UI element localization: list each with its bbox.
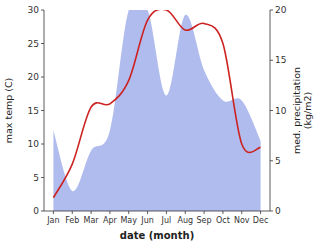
x-tick-label: Oct — [216, 216, 230, 225]
x-tick-label: Apr — [103, 216, 118, 225]
x-tick — [72, 211, 73, 214]
y-tick — [41, 77, 44, 78]
y2-tick-label: 15 — [275, 55, 286, 65]
y-tick — [41, 43, 44, 44]
y2-axis-label-line: med. precipitation — [291, 67, 302, 154]
x-tick-label: May — [120, 216, 137, 225]
x-tick — [185, 211, 186, 214]
y2-tick — [270, 160, 273, 161]
y-tick-label: 5 — [33, 173, 39, 183]
y2-tick — [270, 60, 273, 61]
y-tick-label: 25 — [28, 39, 39, 49]
y-tick-label: 20 — [28, 72, 40, 82]
y2-tick-label: 20 — [275, 5, 287, 15]
x-tick-label: Jan — [46, 216, 59, 225]
y-tick — [41, 144, 44, 145]
x-tick — [147, 211, 148, 214]
temperature-line — [53, 10, 260, 198]
y2-tick — [270, 211, 273, 212]
x-tick-label: Aug — [177, 216, 193, 225]
y2-tick-label: 10 — [275, 106, 287, 116]
x-tick-label: Jun — [140, 216, 154, 225]
x-tick — [222, 211, 223, 214]
x-tick — [166, 211, 167, 214]
x-axis-label: date (month) — [120, 230, 194, 241]
x-tick — [91, 211, 92, 214]
y-tick — [41, 10, 44, 11]
y2-tick-label: 0 — [275, 206, 281, 216]
y-tick-label: 15 — [28, 106, 39, 116]
x-tick — [53, 211, 54, 214]
y-tick-label: 10 — [28, 139, 40, 149]
x-tick — [241, 211, 242, 214]
x-tick-label: Mar — [84, 216, 100, 225]
x-tick — [260, 211, 261, 214]
precipitation-area — [53, 10, 260, 211]
y2-axis-label-line: (kg/m2) — [302, 92, 313, 129]
y-tick — [41, 110, 44, 111]
x-tick-label: Nov — [234, 216, 250, 225]
x-tick-label: Jul — [161, 216, 172, 225]
y-tick — [41, 177, 44, 178]
y2-tick — [270, 110, 273, 111]
y-tick-label: 0 — [33, 206, 39, 216]
x-tick-label: Sep — [197, 216, 212, 225]
x-tick — [128, 211, 129, 214]
x-tick — [109, 211, 110, 214]
y2-tick — [270, 10, 273, 11]
y-tick-label: 30 — [28, 5, 40, 15]
x-axis-line — [44, 211, 270, 212]
y2-tick-label: 5 — [275, 156, 281, 166]
x-tick-label: Dec — [253, 216, 268, 225]
y2-axis-label: med. precipitation(kg/m2) — [291, 67, 313, 154]
plot-area — [53, 10, 260, 211]
x-tick-label: Feb — [65, 216, 79, 225]
y-axis-label: max temp (C) — [3, 78, 14, 144]
x-tick — [204, 211, 205, 214]
chart: 0 5 10 15 20 25 30 0 5 10 15 20 Jan Feb MarAprMayJun Ju… — [0, 0, 318, 247]
y-tick — [41, 211, 44, 212]
